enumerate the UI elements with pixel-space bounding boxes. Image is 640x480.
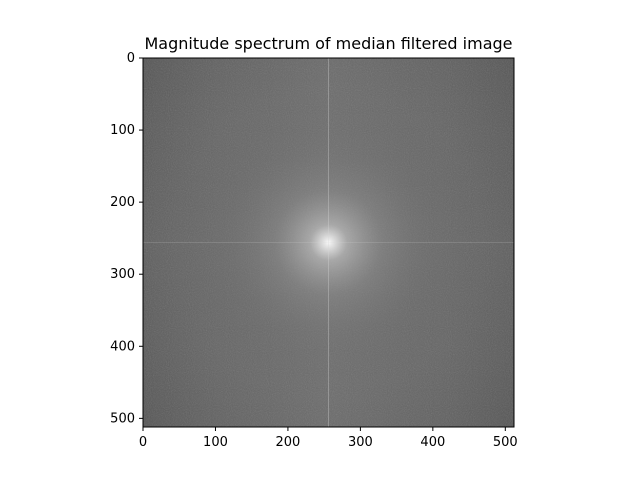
heatmap-center-peak (173, 92, 484, 393)
y-tick-label: 400 (110, 339, 135, 354)
x-tick-label: 500 (493, 435, 518, 450)
y-tick-label: 200 (110, 195, 135, 210)
x-tick-label: 400 (420, 435, 445, 450)
y-tick-label: 0 (127, 51, 135, 66)
y-tick-label: 500 (110, 411, 135, 426)
plot-area (143, 58, 514, 427)
plot-border (142, 57, 515, 428)
y-tick-label: 100 (110, 123, 135, 138)
x-tick-label: 0 (139, 435, 147, 450)
y-axis: 0 100 200 300 400 500 (110, 51, 143, 426)
x-tick-label: 300 (348, 435, 373, 450)
x-tick-label: 200 (276, 435, 301, 450)
y-tick-label: 300 (110, 267, 135, 282)
x-tick-label: 100 (203, 435, 228, 450)
x-axis: 0 100 200 300 400 500 (139, 427, 518, 450)
chart-title: Magnitude spectrum of median filtered im… (144, 34, 512, 53)
